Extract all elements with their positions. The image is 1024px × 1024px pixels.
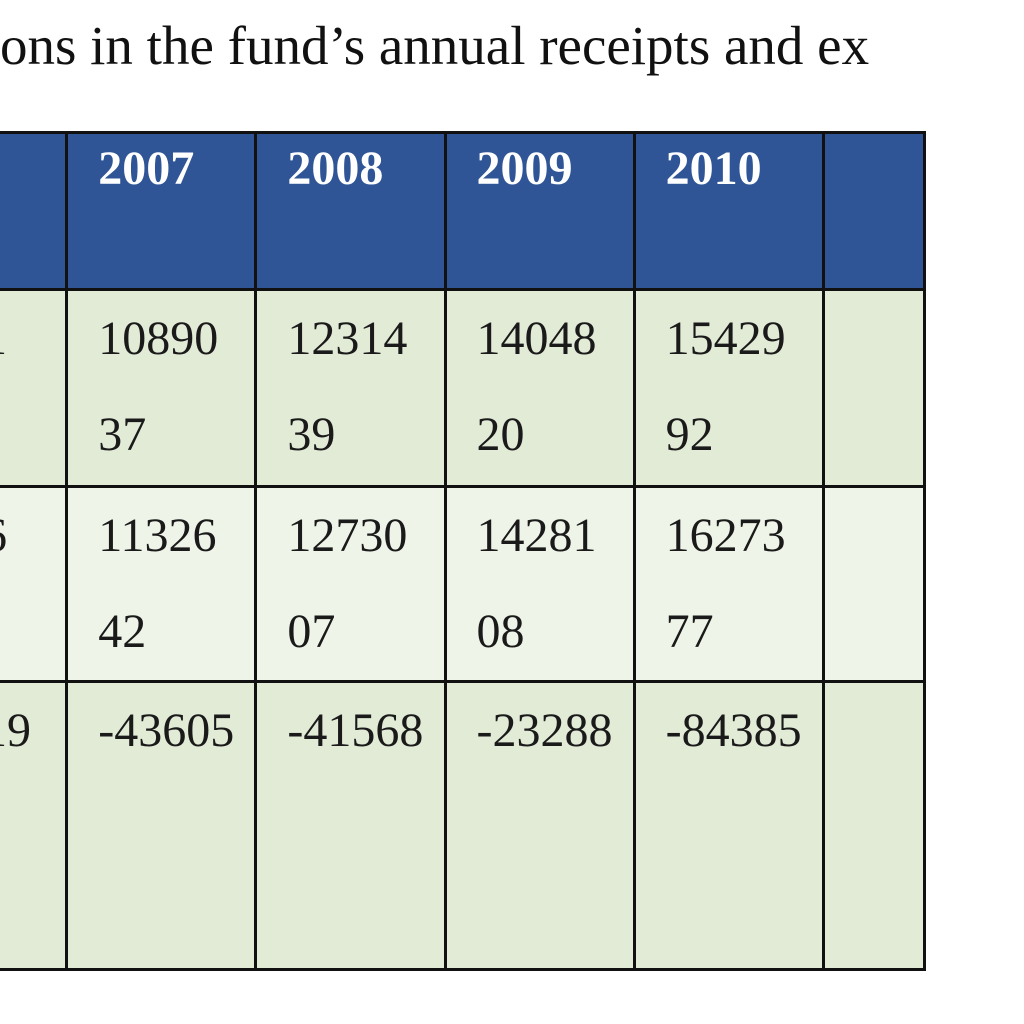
table-cell: 14048 20 <box>443 288 636 488</box>
cell-value: -41568 <box>287 704 424 757</box>
table-cell: 10890 37 <box>65 288 258 488</box>
header-label <box>825 134 923 140</box>
cell-value: 15429 92 <box>665 312 786 461</box>
table-cell: -41568 <box>254 680 447 971</box>
table-cell: -43605 <box>65 680 258 971</box>
cell-value: -84385 <box>665 704 802 757</box>
table-cell: 941 <box>0 288 69 488</box>
cell-value: 12314 39 <box>287 312 408 461</box>
header-cell-2009: 2009 <box>443 131 636 291</box>
table-cell: -84385 <box>632 680 825 971</box>
table-row: 5219 -43605 -41568 -23288 -84385 <box>0 680 927 971</box>
cell-value: 14281 08 <box>476 509 597 658</box>
table-cell <box>821 680 927 971</box>
table-cell: 12730 07 <box>254 485 447 683</box>
header-label: 2010 <box>665 142 762 195</box>
cell-value: -43605 <box>98 704 235 757</box>
header-label: 06 <box>0 134 65 198</box>
cell-value: 14048 20 <box>476 312 597 461</box>
table-caption: ons in the fund’s annual receipts and ex <box>0 4 1024 88</box>
header-cell-2010: 2010 <box>632 131 825 291</box>
header-label: 2009 <box>476 142 573 195</box>
header-cell-2008: 2008 <box>254 131 447 291</box>
cell-value: 16273 77 <box>665 509 786 658</box>
cell-value: -23288 <box>476 704 613 757</box>
header-label: 2008 <box>287 142 384 195</box>
header-cell-2006: 06 <box>0 131 69 291</box>
table-cell <box>821 485 927 683</box>
receipts-expenditure-table: 06 2007 2008 2009 2010 941 10890 37 1231… <box>0 131 927 971</box>
table-row: 941 10890 37 12314 39 14048 20 15429 92 <box>0 288 927 488</box>
table-cell: 16273 77 <box>632 485 825 683</box>
header-cell-next <box>821 131 927 291</box>
header-label: 2007 <box>98 142 195 195</box>
cell-value: 12730 07 <box>287 509 408 658</box>
table-row: 046 11326 42 12730 07 14281 08 16273 77 <box>0 485 927 683</box>
header-cell-2007: 2007 <box>65 131 258 291</box>
table-cell: 12314 39 <box>254 288 447 488</box>
table-cell: 5219 <box>0 680 69 971</box>
table-cell: 15429 92 <box>632 288 825 488</box>
cell-value: 5219 <box>0 704 31 757</box>
cell-value: 11326 42 <box>98 509 217 658</box>
cell-value: 046 <box>0 488 65 584</box>
table-cell: 046 <box>0 485 69 683</box>
table-cell: -23288 <box>443 680 636 971</box>
cell-value: 10890 37 <box>98 312 219 461</box>
caption-text: ons in the fund’s annual receipts and ex <box>0 15 870 76</box>
table-cell: 14281 08 <box>443 485 636 683</box>
table-cell <box>821 288 927 488</box>
data-table-viewport: 06 2007 2008 2009 2010 941 10890 37 1231… <box>0 131 1024 974</box>
cell-value: 941 <box>0 291 65 387</box>
table-cell: 11326 42 <box>65 485 258 683</box>
header-row: 06 2007 2008 2009 2010 <box>0 131 927 291</box>
